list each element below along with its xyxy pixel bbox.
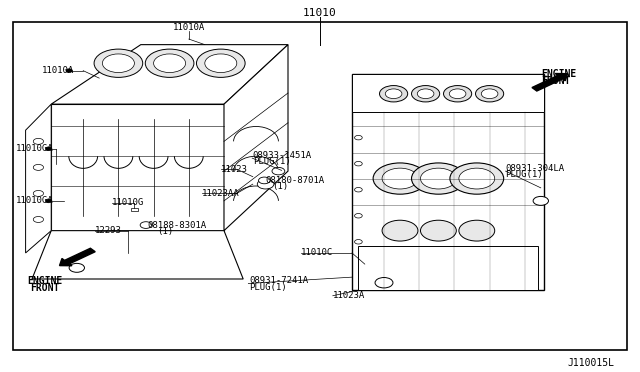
Text: 11010GA: 11010GA	[15, 144, 53, 153]
Bar	[352, 74, 544, 290]
Circle shape	[196, 49, 245, 77]
Circle shape	[420, 220, 456, 241]
Text: PLUG(1): PLUG(1)	[506, 170, 543, 179]
Circle shape	[66, 69, 72, 73]
Text: 08180-8701A: 08180-8701A	[266, 176, 324, 185]
Text: 11010G: 11010G	[112, 198, 144, 207]
Polygon shape	[224, 45, 288, 231]
Text: (1): (1)	[157, 227, 173, 236]
Circle shape	[476, 86, 504, 102]
Bar	[13, 22, 627, 350]
Circle shape	[355, 135, 362, 140]
Circle shape	[459, 220, 495, 241]
Circle shape	[444, 86, 472, 102]
Text: ENGINE: ENGINE	[27, 276, 63, 286]
Polygon shape	[51, 45, 288, 104]
Circle shape	[94, 49, 143, 77]
Text: 11010C: 11010C	[301, 248, 333, 257]
Text: J110015L: J110015L	[568, 358, 614, 368]
Bar	[358, 246, 538, 290]
Text: PLUG(1): PLUG(1)	[250, 283, 287, 292]
Circle shape	[102, 54, 134, 73]
Text: 08931-304LA: 08931-304LA	[506, 164, 564, 173]
Circle shape	[45, 147, 52, 151]
Text: 11023AA: 11023AA	[202, 189, 239, 198]
FancyArrow shape	[60, 248, 95, 266]
Circle shape	[33, 138, 44, 144]
Circle shape	[533, 196, 548, 205]
Polygon shape	[51, 104, 224, 231]
Circle shape	[205, 54, 237, 73]
Circle shape	[481, 89, 498, 99]
Circle shape	[450, 163, 504, 194]
Circle shape	[459, 168, 495, 189]
Text: (1): (1)	[272, 182, 288, 191]
Bar	[352, 74, 544, 112]
Text: FRONT: FRONT	[30, 283, 60, 292]
Circle shape	[272, 167, 285, 175]
FancyArrow shape	[532, 74, 568, 91]
Circle shape	[140, 222, 152, 228]
Circle shape	[373, 163, 427, 194]
Circle shape	[382, 168, 418, 189]
Text: 08931-7241A: 08931-7241A	[250, 276, 308, 285]
Circle shape	[375, 278, 393, 288]
Text: 08188-8301A: 08188-8301A	[147, 221, 206, 230]
Circle shape	[412, 163, 465, 194]
Circle shape	[33, 217, 44, 222]
Text: 11023A: 11023A	[333, 291, 365, 300]
Polygon shape	[26, 104, 51, 253]
Circle shape	[420, 168, 456, 189]
Bar	[131, 208, 138, 211]
Circle shape	[382, 220, 418, 241]
Circle shape	[69, 263, 84, 272]
Circle shape	[355, 187, 362, 192]
Circle shape	[33, 164, 44, 170]
Circle shape	[259, 177, 270, 184]
Polygon shape	[32, 231, 243, 279]
Circle shape	[385, 89, 402, 99]
Circle shape	[449, 89, 466, 99]
Circle shape	[257, 179, 274, 189]
Circle shape	[33, 190, 44, 196]
Text: 11010: 11010	[303, 8, 337, 18]
Text: 11010A: 11010A	[173, 23, 205, 32]
Text: 11010A: 11010A	[42, 66, 74, 75]
Circle shape	[412, 86, 440, 102]
Text: 12293: 12293	[95, 226, 122, 235]
Circle shape	[154, 54, 186, 73]
Text: 11010GA: 11010GA	[15, 196, 53, 205]
Text: 08933-1451A: 08933-1451A	[253, 151, 312, 160]
Circle shape	[355, 161, 362, 166]
Circle shape	[417, 89, 434, 99]
Circle shape	[355, 240, 362, 244]
Text: FRONT: FRONT	[541, 76, 570, 86]
Circle shape	[380, 86, 408, 102]
Circle shape	[45, 199, 52, 203]
Circle shape	[145, 49, 194, 77]
Circle shape	[355, 214, 362, 218]
Text: PLUG(1): PLUG(1)	[253, 157, 291, 166]
Text: ENGINE: ENGINE	[541, 70, 576, 79]
Text: 11023: 11023	[221, 165, 248, 174]
